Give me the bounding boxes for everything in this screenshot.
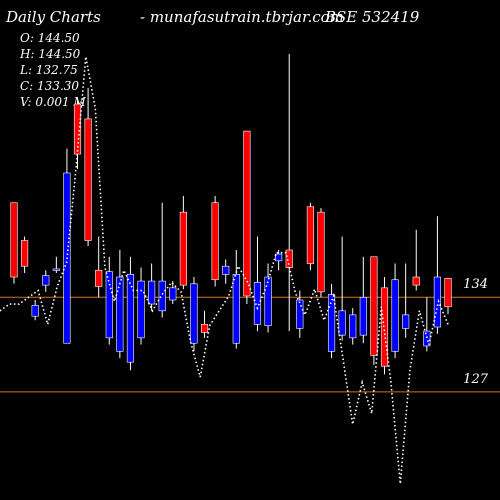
candle-body bbox=[391, 279, 399, 352]
candle-body bbox=[200, 324, 209, 333]
candle-body bbox=[105, 271, 113, 339]
candle-body bbox=[296, 299, 304, 329]
candle-body bbox=[433, 276, 441, 328]
candle-body bbox=[380, 287, 389, 367]
level-label-lower: 127 bbox=[463, 371, 488, 387]
candle-body bbox=[444, 278, 452, 308]
candle-body bbox=[370, 256, 378, 356]
candle-body bbox=[285, 249, 293, 268]
candle-body bbox=[243, 130, 251, 297]
level-label-upper: 134 bbox=[463, 277, 488, 293]
candle-body bbox=[21, 240, 29, 267]
candle-body bbox=[31, 305, 39, 317]
candle-body bbox=[126, 274, 135, 363]
candle-body bbox=[264, 276, 272, 326]
candle-body bbox=[52, 268, 60, 271]
candle-body bbox=[42, 275, 50, 286]
site-name: - munafasutrain.tbrjar.com bbox=[140, 8, 344, 26]
candle-body bbox=[275, 253, 283, 262]
candle-body bbox=[402, 314, 410, 329]
candle-body bbox=[412, 276, 420, 286]
symbol-label: BSE 532419 bbox=[325, 8, 420, 26]
candle-body bbox=[317, 211, 325, 293]
low-value: L: 132.75 bbox=[20, 63, 78, 77]
candle-body bbox=[116, 276, 124, 352]
candle-body bbox=[84, 118, 92, 241]
candle-body bbox=[327, 294, 336, 352]
candle-body bbox=[338, 310, 346, 336]
candle-body bbox=[169, 287, 177, 301]
candle-body bbox=[349, 314, 357, 339]
candle-body bbox=[211, 202, 219, 281]
chart-title: Daily Charts bbox=[6, 8, 101, 26]
candle-body bbox=[423, 330, 431, 347]
candle-body bbox=[158, 280, 166, 312]
candle-body bbox=[306, 206, 314, 264]
close-value: C: 133.30 bbox=[20, 79, 80, 93]
volume-value: V: 0.001 M bbox=[20, 95, 86, 109]
candle-body bbox=[10, 202, 18, 278]
candle-body bbox=[95, 269, 103, 287]
ohlc-panel: O: 144.50 H: 144.50 L: 132.75 C: 133.30 … bbox=[20, 30, 86, 110]
candle-body bbox=[359, 296, 367, 336]
open-value: O: 144.50 bbox=[20, 31, 80, 45]
candle-body bbox=[137, 280, 145, 339]
candle-body bbox=[148, 280, 156, 305]
candle-body bbox=[222, 265, 230, 275]
candle-body bbox=[179, 211, 187, 286]
high-value: H: 144.50 bbox=[20, 47, 81, 61]
candle-body bbox=[232, 274, 240, 344]
candle-body bbox=[190, 283, 198, 344]
candle-body bbox=[253, 282, 262, 325]
